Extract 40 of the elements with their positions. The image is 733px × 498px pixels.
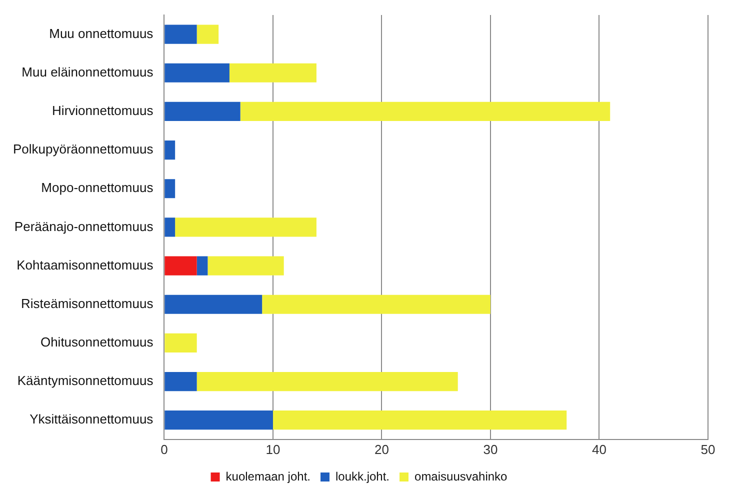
y-tick-label: Polkupyöräonnettomuus xyxy=(13,142,154,157)
legend-label: kuolemaan joht. xyxy=(226,469,310,484)
y-tick-label: Peräänajo-onnettomuus xyxy=(14,218,154,234)
y-tick-label: Kohtaamisonnettomuus xyxy=(16,257,154,272)
bar xyxy=(164,140,176,160)
bar xyxy=(164,333,197,352)
legend-label: omaisuusvahinko xyxy=(414,469,508,484)
bar xyxy=(229,63,316,82)
y-tick-label: Yksittäisonnettomuus xyxy=(30,412,154,427)
x-tick-label: 20 xyxy=(374,442,389,457)
bar xyxy=(240,102,610,122)
bar xyxy=(164,372,197,392)
bar xyxy=(164,102,240,122)
x-tick-label: 50 xyxy=(700,442,716,457)
x-tick-label: 30 xyxy=(483,442,498,457)
bar xyxy=(262,294,490,314)
bar xyxy=(164,256,197,276)
bar xyxy=(196,24,219,44)
bar xyxy=(272,410,567,430)
legend-label: loukk.joht. xyxy=(335,469,390,484)
bar xyxy=(164,179,176,198)
y-tick-label: Risteämisonnettomuus xyxy=(20,296,154,311)
x-tick-label: 40 xyxy=(592,442,606,457)
y-tick-label: Kääntymisonnettomuus xyxy=(17,373,154,388)
bar xyxy=(164,24,197,44)
bar xyxy=(196,372,458,392)
y-tick-label: Ohitusonnettomuus xyxy=(40,334,154,350)
bar xyxy=(196,256,208,276)
bar xyxy=(164,218,176,237)
x-tick-label: 0 xyxy=(160,442,168,457)
y-tick-label: Hirvionnettomuus xyxy=(52,103,154,118)
bar xyxy=(208,256,284,276)
y-tick-label: Mopo-onnettomuus xyxy=(41,180,154,196)
x-tick-label: 10 xyxy=(266,442,280,457)
bar xyxy=(164,63,230,82)
bar xyxy=(175,218,316,237)
y-tick-label: Muu eläinonnettomuus xyxy=(22,64,154,80)
bar xyxy=(164,294,262,314)
y-tick-label: Muu onnettomuus xyxy=(49,26,154,41)
bar xyxy=(164,410,273,430)
